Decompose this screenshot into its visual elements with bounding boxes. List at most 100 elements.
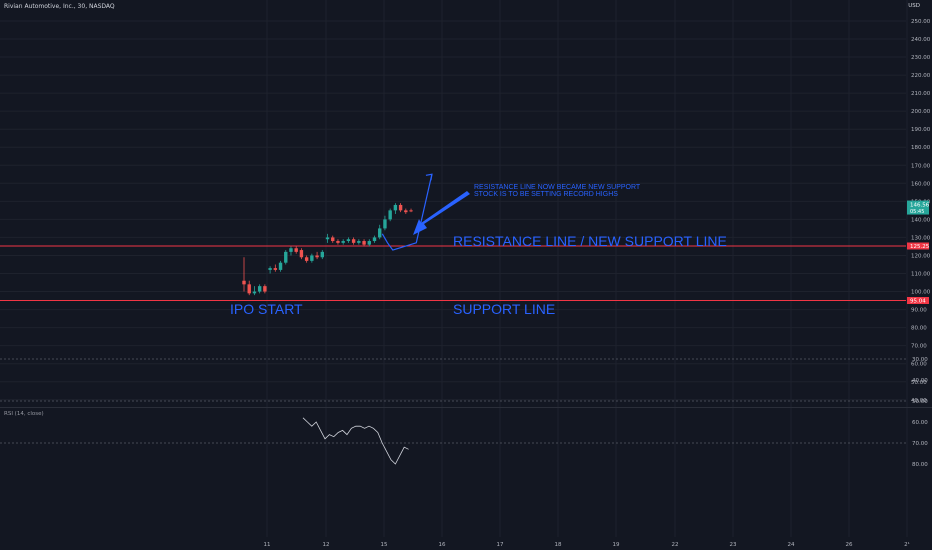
time-tick-label: 16 bbox=[439, 542, 446, 548]
price-tick-label: 160.00 bbox=[911, 181, 931, 187]
candle-body bbox=[367, 241, 371, 245]
candle-body bbox=[242, 280, 246, 285]
rsi-tick-label: 40.00 bbox=[912, 378, 928, 384]
trend-path bbox=[381, 174, 433, 251]
support-line-label[interactable]: SUPPORT LINE bbox=[453, 301, 555, 317]
rsi-tick-label: 30.00 bbox=[912, 357, 928, 363]
time-tick-label: 12 bbox=[323, 542, 330, 548]
candle-body bbox=[247, 284, 251, 294]
rsi-indicator-label[interactable]: RSI (14, close) bbox=[4, 411, 44, 417]
last-price-countdown: 05:45 bbox=[910, 209, 924, 215]
price-tick-label: 200.00 bbox=[911, 109, 931, 115]
price-tick-label: 40.00 bbox=[911, 398, 927, 404]
ipo-start-label[interactable]: IPO START bbox=[230, 301, 303, 317]
time-tick-label: 23 bbox=[730, 542, 737, 548]
trend-drawing[interactable] bbox=[381, 173, 433, 251]
candle-body bbox=[398, 204, 403, 211]
price-tick-label: 60.00 bbox=[911, 362, 927, 368]
annotation-arrow-shape bbox=[413, 191, 470, 235]
candle-body bbox=[341, 241, 345, 243]
line-price-badge bbox=[907, 297, 929, 304]
price-tick-label: 230.00 bbox=[911, 55, 931, 61]
candle-body bbox=[278, 262, 283, 270]
price-tick-label: 210.00 bbox=[911, 91, 931, 97]
candle-body bbox=[310, 255, 314, 261]
price-tick-label: 110.00 bbox=[911, 272, 931, 278]
candle-body bbox=[336, 241, 340, 243]
candle-body bbox=[284, 251, 288, 263]
time-tick-label: 2¹ bbox=[904, 541, 910, 548]
candle-body bbox=[362, 241, 366, 245]
candle-body bbox=[299, 250, 304, 258]
chart-grid bbox=[0, 0, 932, 537]
candle-body bbox=[268, 268, 272, 270]
price-tick-label: 130.00 bbox=[911, 235, 931, 241]
candle-body bbox=[393, 204, 398, 211]
time-tick-label: 11 bbox=[264, 542, 271, 548]
rsi-tick-label: 80.00 bbox=[912, 462, 928, 468]
note-line-2[interactable]: STOCK IS TO BE SETTING RECORD HIGHS bbox=[474, 191, 618, 198]
price-tick-label: 100.00 bbox=[911, 290, 931, 296]
price-axis[interactable]: 250.00 240.00 230.00 220.00 210.00 200.00 190.… bbox=[907, 19, 931, 404]
line-price-badge bbox=[907, 242, 929, 250]
candle-body bbox=[304, 257, 309, 261]
price-tick-label: 220.00 bbox=[911, 73, 931, 79]
price-tick-label: 50.00 bbox=[911, 380, 927, 386]
candles bbox=[242, 203, 413, 296]
rsi-tick-label: 50.00 bbox=[912, 399, 928, 405]
price-tick-label: 140.00 bbox=[911, 217, 931, 223]
time-axis[interactable]: 11 12 15 16 17 18 19 22 23 24 26 2¹ bbox=[264, 541, 910, 548]
price-tick-label: 190.00 bbox=[911, 127, 931, 133]
candle-body bbox=[378, 228, 382, 238]
resistance-line-label[interactable]: RESISTANCE LINE / NEW SUPPORT LINE bbox=[453, 233, 727, 249]
rsi-band bbox=[0, 358, 906, 444]
candle-body bbox=[315, 255, 319, 258]
price-tick-label: 90.00 bbox=[911, 308, 927, 314]
time-tick-label: 17 bbox=[497, 542, 504, 548]
annotations[interactable]: IPO START SUPPORT LINE RESISTANCE LINE /… bbox=[230, 184, 727, 317]
candle-body bbox=[252, 291, 257, 294]
time-tick-label: 24 bbox=[788, 542, 795, 548]
trend-arrowhead bbox=[425, 173, 433, 181]
rsi-tick-label: 60.00 bbox=[912, 420, 928, 426]
line-price-label: 95.04 bbox=[910, 299, 926, 305]
rsi-line bbox=[302, 417, 409, 465]
symbol-title: Rivian Automotive, Inc., 30, NASDAQ bbox=[4, 3, 115, 10]
candle-body bbox=[331, 237, 335, 242]
line-price-label: 125.25 bbox=[910, 244, 930, 250]
candle-body bbox=[294, 248, 298, 252]
candle-body bbox=[325, 237, 330, 240]
price-tick-label: 170.00 bbox=[911, 163, 931, 169]
price-tick-label: 240.00 bbox=[911, 37, 931, 43]
last-price-badge bbox=[907, 200, 929, 215]
candle-body bbox=[257, 286, 262, 292]
currency-label[interactable]: USD bbox=[908, 3, 920, 9]
candle-body bbox=[346, 239, 351, 242]
time-tick-label: 19 bbox=[613, 542, 620, 548]
last-price-label: 146.56 bbox=[910, 203, 930, 209]
horizontal-lines[interactable] bbox=[0, 245, 906, 301]
time-tick-label: 22 bbox=[672, 542, 679, 548]
note-line-1[interactable]: RESISTANCE LINE NOW BECAME NEW SUPPORT bbox=[474, 184, 641, 191]
price-tick-label: 180.00 bbox=[911, 145, 931, 151]
candle-body bbox=[289, 248, 293, 252]
time-tick-label: 15 bbox=[381, 542, 388, 548]
time-tick-label: 18 bbox=[555, 542, 562, 548]
price-tick-label: 70.00 bbox=[911, 344, 927, 350]
annotation-arrow[interactable] bbox=[413, 191, 470, 235]
candle-body bbox=[263, 286, 267, 292]
candle-body bbox=[351, 239, 356, 243]
price-tick-label: 250.00 bbox=[911, 19, 931, 25]
candle-body bbox=[383, 219, 387, 229]
candle-body bbox=[357, 241, 361, 243]
candle-body bbox=[409, 210, 413, 212]
time-tick-label: 26 bbox=[846, 542, 853, 548]
rsi-tick-label: 70.00 bbox=[912, 441, 928, 447]
price-tick-label: 80.00 bbox=[911, 326, 927, 332]
candle-body bbox=[273, 268, 278, 270]
rsi-polyline bbox=[302, 417, 409, 465]
candle-body bbox=[404, 210, 408, 213]
price-tick-label: 120.00 bbox=[911, 253, 931, 259]
